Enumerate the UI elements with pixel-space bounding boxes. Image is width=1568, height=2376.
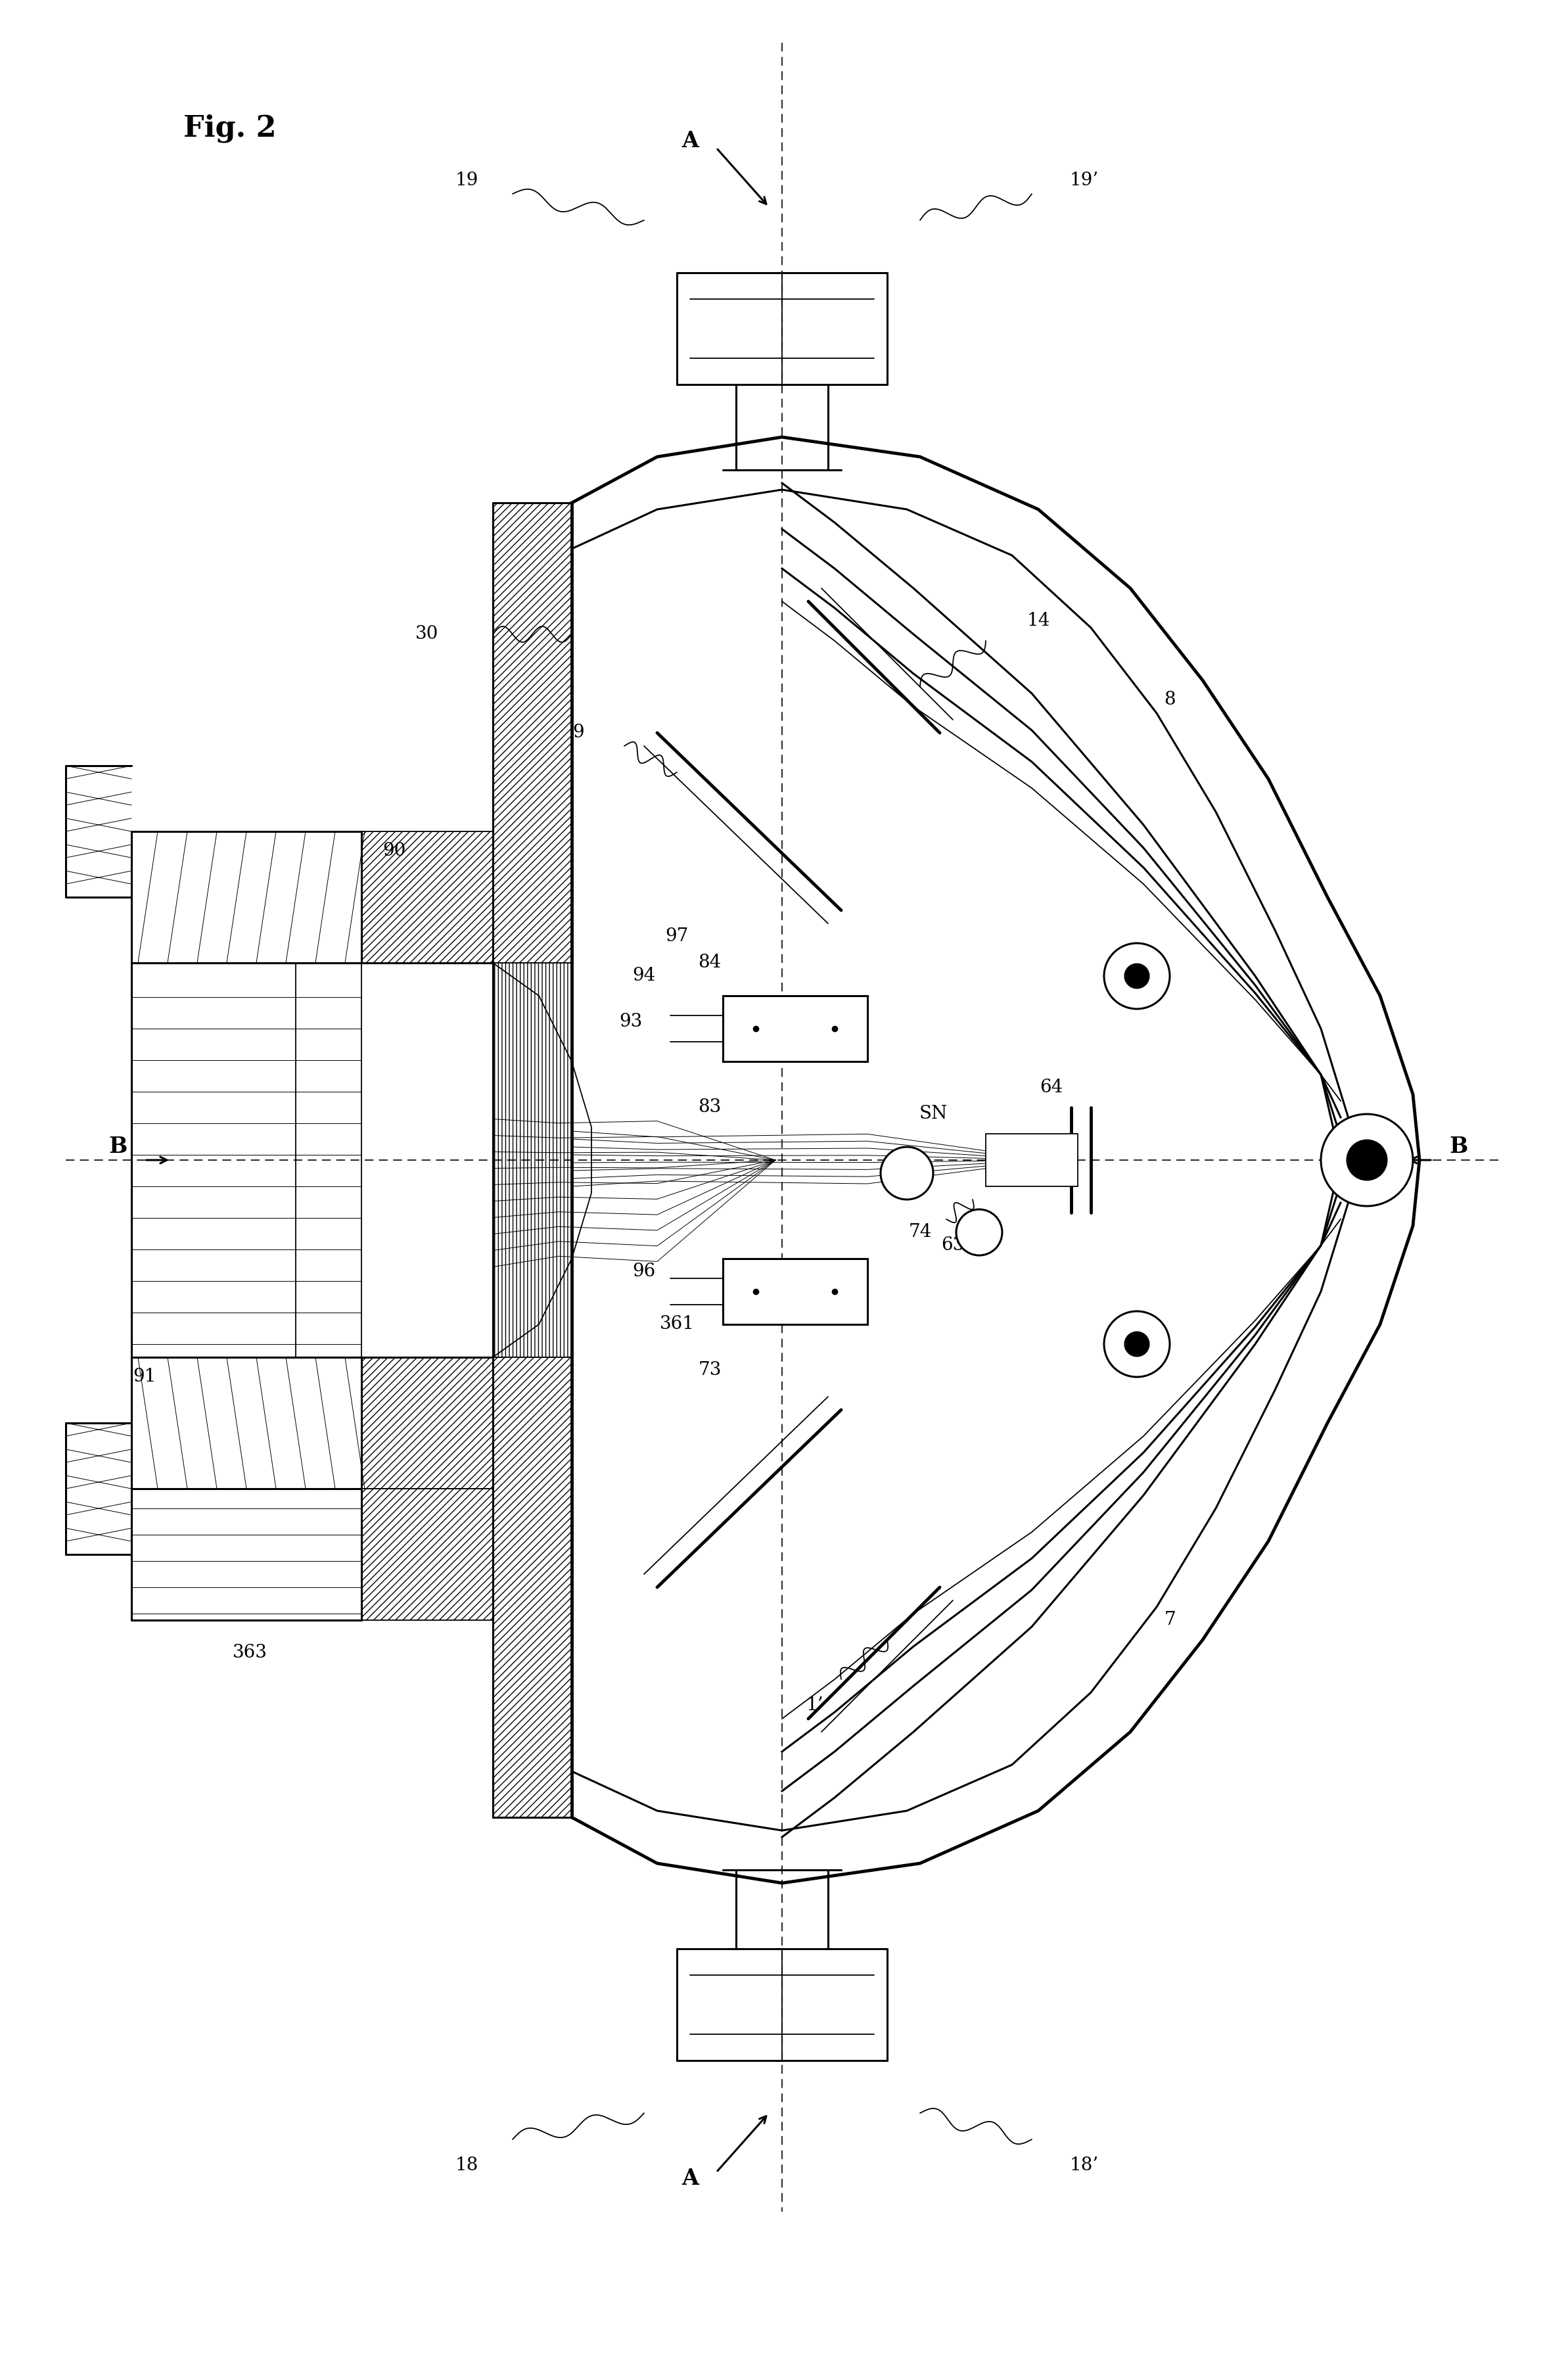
Text: 73: 73 <box>698 1361 721 1378</box>
Text: 97: 97 <box>665 927 688 946</box>
Text: 90: 90 <box>383 841 406 860</box>
Bar <box>362 1490 492 1620</box>
Text: B: B <box>108 1136 127 1157</box>
Bar <box>492 504 572 962</box>
Text: 19’: 19’ <box>1069 171 1099 190</box>
Circle shape <box>1347 1140 1386 1181</box>
Bar <box>362 1357 492 1490</box>
Text: 361: 361 <box>660 1316 695 1333</box>
Text: 18: 18 <box>455 2157 478 2174</box>
Bar <box>492 1357 572 1818</box>
Text: 93: 93 <box>619 1012 643 1031</box>
Text: SN: SN <box>919 1105 947 1124</box>
Bar <box>986 1133 1077 1186</box>
Text: 84: 84 <box>698 955 721 972</box>
Text: 8: 8 <box>1163 691 1176 708</box>
Text: 19: 19 <box>455 171 478 190</box>
Bar <box>723 996 867 1062</box>
Text: 94: 94 <box>632 967 655 986</box>
Text: 9: 9 <box>572 725 585 741</box>
Bar <box>362 832 492 962</box>
Circle shape <box>1104 943 1170 1010</box>
Text: 64: 64 <box>1040 1079 1063 1098</box>
Bar <box>723 1259 867 1323</box>
Circle shape <box>1126 1333 1149 1357</box>
Text: 1’: 1’ <box>806 1696 823 1715</box>
Text: A: A <box>682 131 698 152</box>
Text: 91: 91 <box>133 1369 157 1385</box>
Text: Fig. 2: Fig. 2 <box>183 114 276 143</box>
Text: 83: 83 <box>698 1098 721 1117</box>
Circle shape <box>1126 965 1149 988</box>
Text: 7: 7 <box>1163 1611 1176 1630</box>
Text: B: B <box>1449 1136 1468 1157</box>
Bar <box>492 962 572 1357</box>
Circle shape <box>881 1148 933 1200</box>
Text: 30: 30 <box>416 625 439 644</box>
Text: 14: 14 <box>1027 613 1051 630</box>
Text: 63: 63 <box>941 1236 964 1255</box>
Text: 96: 96 <box>632 1264 655 1281</box>
Text: A: A <box>682 2167 698 2191</box>
Text: 363: 363 <box>232 1644 267 1661</box>
Text: 18’: 18’ <box>1069 2157 1099 2174</box>
Circle shape <box>1104 1312 1170 1378</box>
Text: 74: 74 <box>908 1224 931 1240</box>
Circle shape <box>956 1209 1002 1255</box>
Circle shape <box>1320 1114 1413 1207</box>
